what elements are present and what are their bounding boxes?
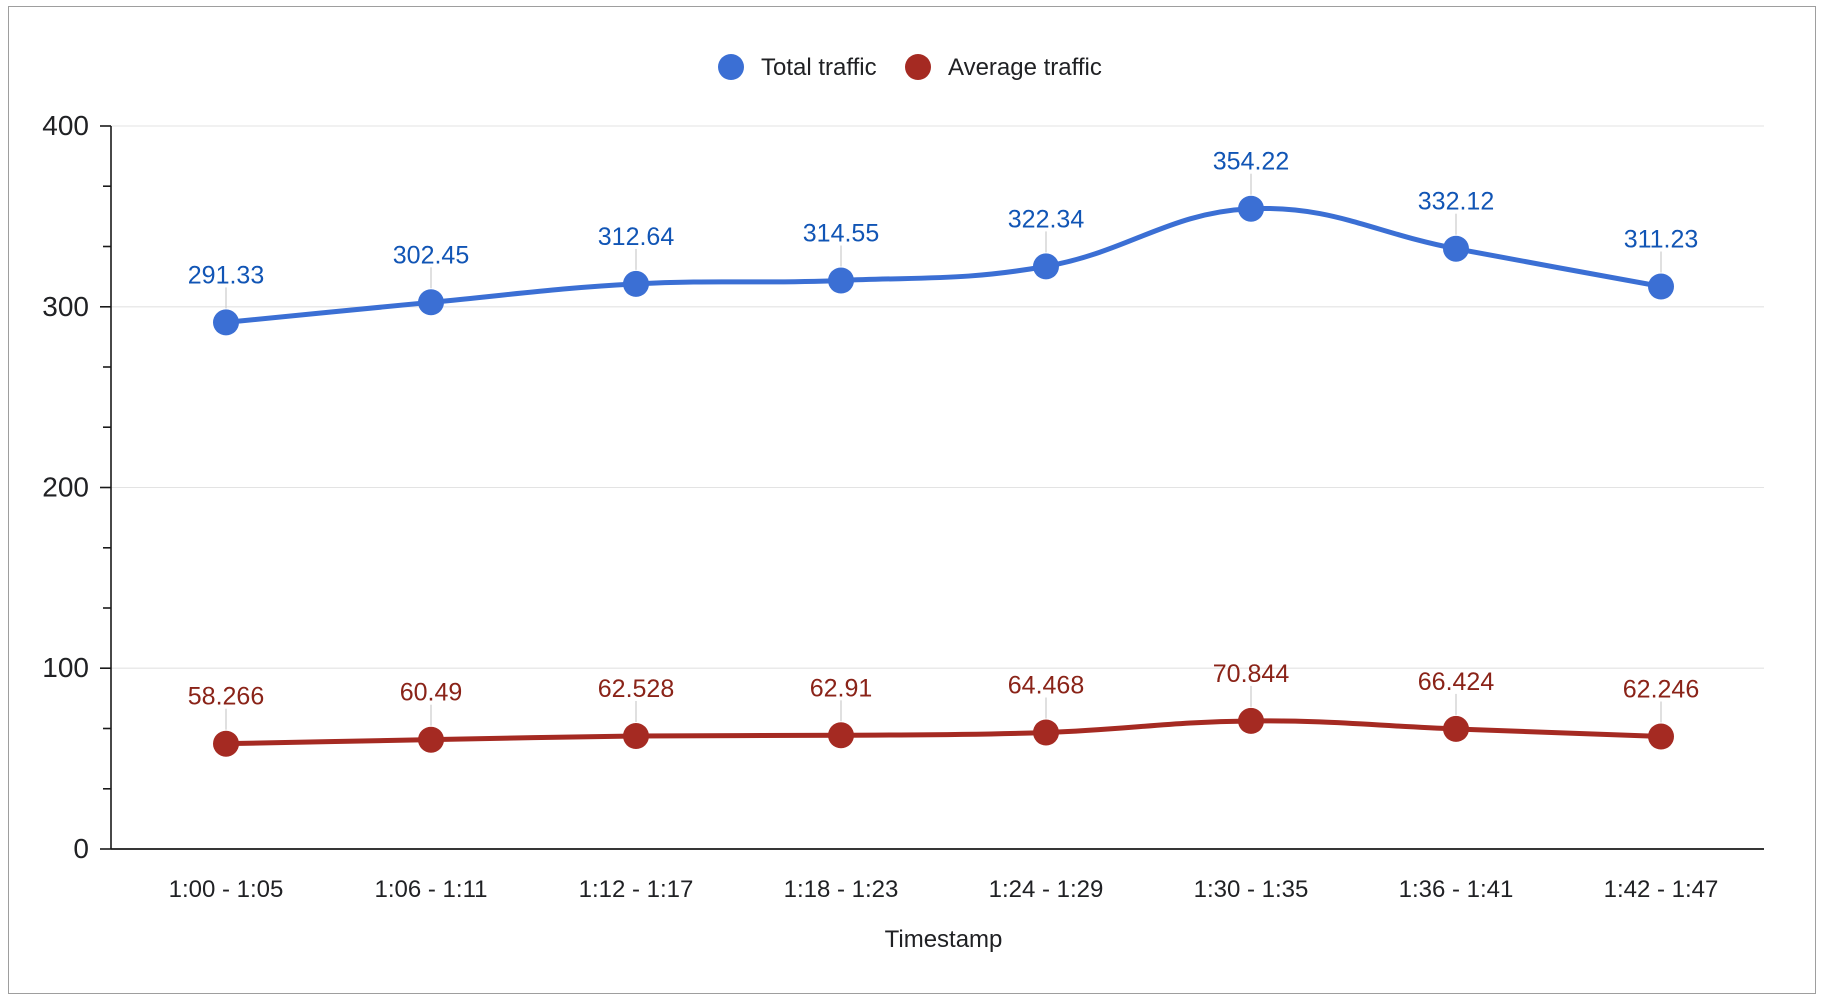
svg-text:Total traffic: Total traffic — [761, 54, 877, 81]
svg-text:1:42 - 1:47: 1:42 - 1:47 — [1604, 876, 1719, 903]
svg-text:1:24 - 1:29: 1:24 - 1:29 — [989, 876, 1104, 903]
svg-text:302.45: 302.45 — [393, 241, 469, 269]
svg-text:200: 200 — [42, 472, 89, 503]
svg-text:1:18 - 1:23: 1:18 - 1:23 — [784, 876, 899, 903]
svg-text:1:12 - 1:17: 1:12 - 1:17 — [579, 876, 694, 903]
svg-text:291.33: 291.33 — [188, 261, 264, 289]
svg-text:Average traffic: Average traffic — [948, 54, 1102, 81]
svg-text:314.55: 314.55 — [803, 220, 879, 248]
svg-text:300: 300 — [42, 291, 89, 322]
svg-text:Timestamp: Timestamp — [885, 926, 1003, 953]
svg-text:58.266: 58.266 — [188, 683, 264, 711]
svg-text:332.12: 332.12 — [1418, 188, 1494, 216]
svg-text:64.468: 64.468 — [1008, 672, 1084, 700]
svg-text:311.23: 311.23 — [1624, 226, 1699, 254]
svg-text:66.424: 66.424 — [1418, 668, 1495, 696]
svg-text:100: 100 — [42, 652, 89, 683]
svg-text:1:30 - 1:35: 1:30 - 1:35 — [1194, 876, 1309, 903]
svg-text:62.528: 62.528 — [598, 675, 674, 703]
svg-text:1:06 - 1:11: 1:06 - 1:11 — [375, 876, 488, 903]
svg-text:1:00 - 1:05: 1:00 - 1:05 — [169, 876, 284, 903]
svg-text:62.91: 62.91 — [810, 674, 873, 702]
svg-text:312.64: 312.64 — [598, 223, 675, 251]
svg-text:60.49: 60.49 — [400, 679, 463, 707]
svg-text:0: 0 — [73, 833, 89, 864]
svg-text:354.22: 354.22 — [1213, 148, 1289, 176]
svg-text:1:36 - 1:41: 1:36 - 1:41 — [1399, 876, 1514, 903]
svg-text:400: 400 — [42, 110, 89, 141]
svg-text:70.844: 70.844 — [1213, 660, 1290, 688]
svg-text:322.34: 322.34 — [1008, 205, 1085, 233]
svg-text:62.246: 62.246 — [1623, 676, 1699, 704]
